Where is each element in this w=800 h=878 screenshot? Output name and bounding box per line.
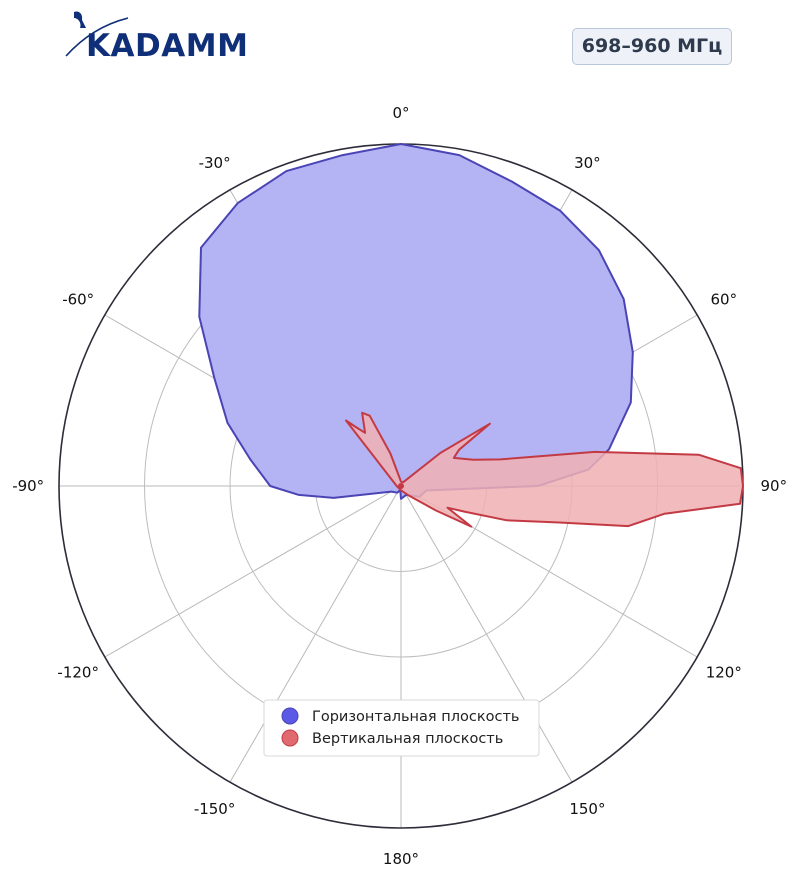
legend-label-horizontal: Горизонтальная плоскость	[312, 709, 519, 725]
angle-tick-label-3: 90°	[761, 477, 788, 495]
angle-tick-label-0: 0°	[392, 104, 409, 122]
chart-legend: Горизонтальная плоскость Вертикальная пл…	[263, 699, 540, 757]
series-1-point-16	[506, 520, 507, 521]
series-0-point-6	[632, 352, 633, 353]
series-0-point-7	[630, 402, 631, 403]
series-0-point-1	[459, 155, 460, 156]
series-1-point-5	[453, 457, 454, 458]
series-0-point-2	[511, 181, 512, 182]
logo-emblem-icon	[74, 11, 86, 28]
series-1-point-4	[458, 449, 459, 450]
series-1-point-11	[742, 485, 743, 486]
series-1-point-17	[464, 511, 465, 512]
series-1-point-23	[396, 485, 397, 486]
legend-marker-horizontal	[281, 707, 299, 725]
series-0-point-24	[214, 378, 215, 379]
series-0-point-21	[270, 485, 271, 486]
series-0-point-17	[397, 492, 398, 493]
series-0-point-20	[298, 494, 299, 495]
series-0-point-5	[623, 299, 624, 300]
series-0-point-29	[342, 155, 343, 156]
series-1-point-3	[489, 423, 490, 424]
series-1-point-26	[365, 432, 366, 433]
series-0-point-8	[608, 449, 609, 450]
series-1-point-12	[739, 503, 740, 504]
series-0-point-27	[237, 203, 238, 204]
series-area-0	[198, 143, 634, 500]
logo-wordmark: KADAMM	[86, 28, 248, 62]
angle-tick-label-10: -60°	[62, 291, 94, 309]
series-1-point-15	[559, 522, 560, 523]
series-1-point-1	[403, 482, 404, 483]
series-1-point-0	[400, 481, 401, 482]
series-1-point-9	[698, 454, 699, 455]
legend-label-vertical: Вертикальная плоскость	[312, 731, 503, 747]
logo-swoosh-icon	[65, 17, 129, 57]
series-0-point-22	[250, 459, 251, 460]
angle-tick-label-4: 120°	[706, 663, 742, 681]
series-0-point-0	[400, 143, 401, 144]
series-1-point-14	[628, 526, 629, 527]
frequency-badge: 698–960 МГц	[572, 28, 732, 65]
series-area-1	[345, 411, 744, 528]
angle-tick-label-1: 30°	[574, 154, 601, 172]
series-1-point-25	[357, 427, 358, 428]
series-1-point-18	[447, 507, 448, 508]
series-1-point-6	[473, 459, 474, 460]
series-1-point-29	[390, 453, 391, 454]
series-1-point-22	[400, 490, 401, 491]
series-0-point-3	[559, 210, 560, 211]
angle-tick-label-9: -90°	[12, 477, 44, 495]
angle-tick-label-5: 150°	[569, 800, 605, 818]
angle-tick-label-2: 60°	[711, 291, 738, 309]
angle-tick-label-11: -30°	[199, 154, 231, 172]
series-1-point-20	[435, 510, 436, 511]
angle-tick-label-7: -150°	[194, 800, 236, 818]
angle-tick-labels: 0° 30° 60° 90° 120° 150° 180° -150° -120° -90° -60…	[12, 104, 787, 868]
angle-tick-label-8: -120°	[57, 663, 99, 681]
series-1-point-28	[369, 415, 370, 416]
series-1-point-10	[740, 468, 741, 469]
legend-marker-vertical	[281, 729, 299, 747]
series-1-point-21	[409, 495, 410, 496]
series-1-point-27	[362, 412, 363, 413]
series-0-point-4	[598, 250, 599, 251]
series-0-point-26	[200, 247, 201, 248]
center-point	[398, 483, 404, 489]
series-0-point-15	[400, 498, 401, 499]
series-1-point-8	[594, 451, 595, 452]
series-0-point-23	[227, 422, 228, 423]
series-1-point-13	[664, 513, 665, 514]
brand-logo: KADAMM	[64, 6, 264, 64]
series-1-point-19	[471, 526, 472, 527]
series-1-point-7	[500, 459, 501, 460]
angle-tick-label-6: 180°	[383, 850, 419, 868]
series-0-point-25	[199, 316, 200, 317]
series-1-point-30	[399, 477, 400, 478]
legend-frame	[263, 699, 540, 757]
polar-series	[198, 143, 744, 528]
series-1-point-24	[345, 420, 346, 421]
series-0-point-28	[286, 171, 287, 172]
series-0-point-18	[391, 491, 392, 492]
series-1-point-2	[440, 452, 441, 453]
series-0-point-19	[333, 497, 334, 498]
